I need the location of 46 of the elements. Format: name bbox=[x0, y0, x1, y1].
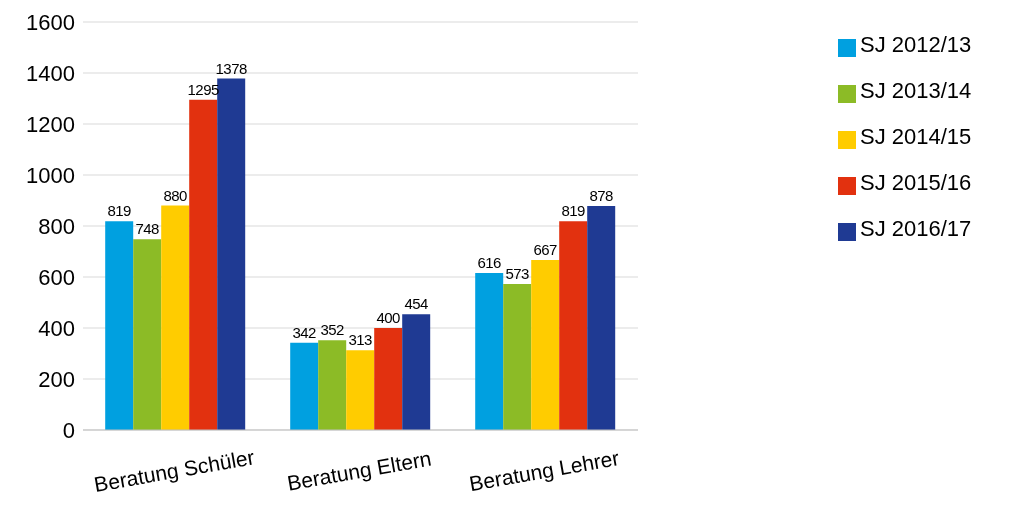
bar bbox=[475, 272, 504, 430]
bar bbox=[503, 283, 532, 430]
bar bbox=[402, 314, 431, 430]
y-tick-label: 1200 bbox=[26, 111, 75, 137]
data-label: 878 bbox=[589, 187, 614, 205]
data-label: 454 bbox=[404, 295, 429, 313]
data-label: 819 bbox=[561, 202, 586, 220]
bar bbox=[318, 340, 347, 430]
data-label: 748 bbox=[135, 220, 160, 238]
data-label: 667 bbox=[533, 240, 558, 258]
data-label: 819 bbox=[107, 202, 132, 220]
y-tick-label: 800 bbox=[38, 213, 75, 239]
bar bbox=[189, 99, 218, 430]
legend-label: SJ 2014/15 bbox=[860, 124, 972, 149]
y-tick-label: 1600 bbox=[26, 9, 75, 35]
y-tick-label: 200 bbox=[38, 366, 75, 392]
x-tick-label: Beratung Lehrer bbox=[467, 446, 621, 496]
bar bbox=[346, 350, 375, 430]
data-label: 352 bbox=[320, 321, 345, 339]
bar bbox=[133, 239, 162, 430]
bar bbox=[587, 206, 616, 430]
bar bbox=[374, 328, 403, 430]
data-label: 1378 bbox=[215, 59, 248, 77]
y-tick-label: 600 bbox=[38, 264, 75, 290]
y-tick-label: 400 bbox=[38, 315, 75, 341]
legend-label: SJ 2015/16 bbox=[860, 170, 972, 195]
y-tick-label: 1000 bbox=[26, 162, 75, 188]
x-tick-label: Beratung Eltern bbox=[285, 446, 434, 495]
bar bbox=[161, 205, 190, 430]
y-tick-label: 1400 bbox=[26, 60, 75, 86]
bar bbox=[290, 342, 319, 430]
bar bbox=[531, 259, 560, 430]
data-label: 342 bbox=[292, 323, 317, 341]
legend-label: SJ 2012/13 bbox=[860, 32, 972, 57]
bar bbox=[217, 78, 246, 430]
legend-label: SJ 2013/14 bbox=[860, 78, 972, 103]
y-tick-label: 0 bbox=[62, 417, 75, 443]
data-label: 573 bbox=[505, 264, 530, 282]
data-label: 313 bbox=[348, 331, 373, 349]
data-label: 400 bbox=[376, 309, 401, 326]
data-label: 616 bbox=[477, 253, 502, 271]
legend-label: SJ 2016/17 bbox=[860, 216, 972, 241]
bar bbox=[105, 221, 134, 430]
bar bbox=[559, 221, 588, 430]
x-tick-label: Beratung Schüler bbox=[92, 445, 257, 497]
data-label: 880 bbox=[163, 186, 188, 204]
